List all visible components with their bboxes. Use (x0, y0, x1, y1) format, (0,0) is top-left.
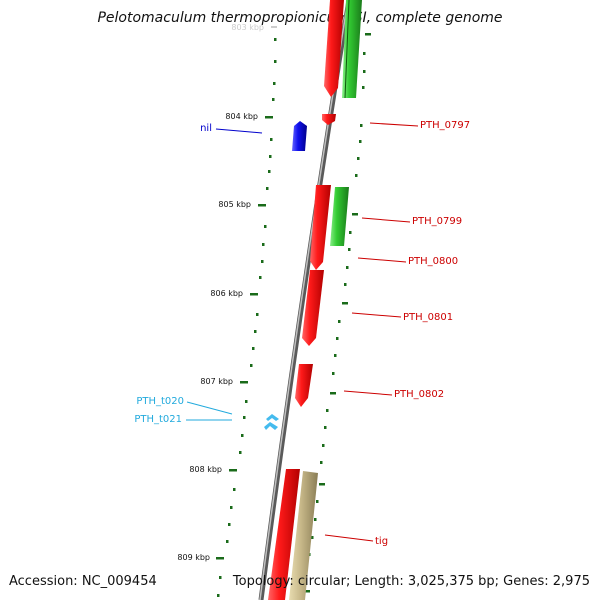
gene-arrow-nil[interactable] (292, 121, 307, 151)
scale-label-806: 806 kbp (210, 289, 243, 298)
genome-title: Pelotomaculum thermopropionicum SI, comp… (97, 10, 503, 26)
gene-arrow-top-green[interactable] (342, 0, 362, 98)
gene-label-PTH_0797[interactable]: PTH_0797 (420, 120, 470, 131)
gene-arrow-tan[interactable] (289, 471, 318, 600)
gene-label-PTH_t021[interactable]: PTH_t021 (134, 414, 182, 425)
gene-label-PTH_0799[interactable]: PTH_0799 (412, 216, 462, 227)
gene-arrow-PTH_0797[interactable] (322, 114, 336, 125)
gene-arrow-PTH_t020[interactable] (266, 414, 279, 421)
gene-arrow-PTH_0800[interactable] (310, 185, 331, 270)
scale-label-807: 807 kbp (200, 377, 233, 386)
gene-label-PTH_0801[interactable]: PTH_0801 (403, 312, 453, 323)
gene-arrow-PTH_0801[interactable] (302, 270, 324, 346)
scale-label-809: 809 kbp (177, 553, 210, 562)
gene-arrow-PTH_0802[interactable] (295, 364, 313, 407)
scale-label-804: 804 kbp (225, 112, 258, 121)
gene-label-PTH_0800[interactable]: PTH_0800 (408, 256, 458, 267)
gene-arrow-PTH_0799[interactable] (330, 187, 349, 246)
scale-label-803: 803 kbp (231, 23, 264, 32)
gene-label-PTH_t020[interactable]: PTH_t020 (136, 396, 184, 407)
gene-arrow-top-red[interactable] (324, 0, 344, 97)
gene-label-tig[interactable]: tig (375, 536, 388, 547)
label-leaders (186, 122, 419, 542)
genome-stats-text: Topology: circular; Length: 3,025,375 bp… (232, 574, 590, 589)
scale-label-808: 808 kbp (189, 465, 222, 474)
scale-label-805: 805 kbp (218, 200, 251, 209)
gene-arrow-PTH_t021[interactable] (264, 422, 278, 430)
gene-label-nil[interactable]: nil (200, 123, 212, 134)
gene-features (264, 0, 362, 600)
accession-text: Accession: NC_009454 (9, 574, 157, 589)
gene-arrow-tig[interactable] (268, 469, 300, 600)
gene-label-PTH_0802[interactable]: PTH_0802 (394, 389, 444, 400)
scale-ticks-left (216, 26, 277, 597)
